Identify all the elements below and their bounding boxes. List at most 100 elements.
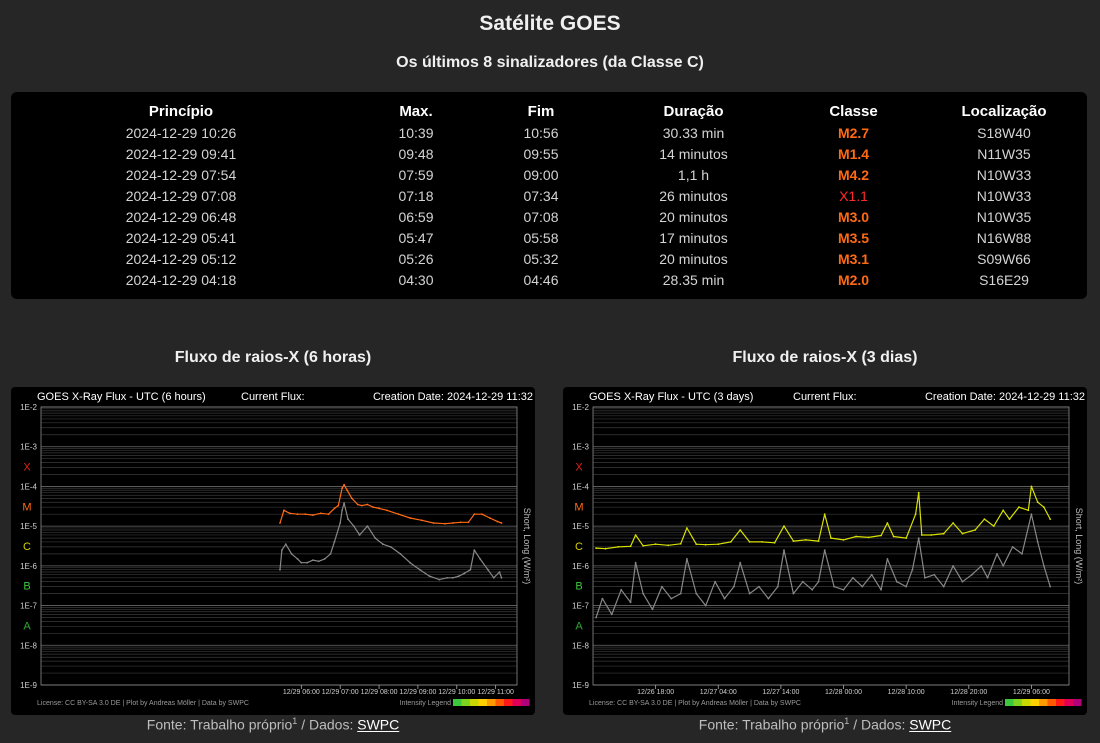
data-point-short bbox=[457, 575, 460, 578]
data-point-long bbox=[1008, 518, 1011, 520]
cell-max: 10:39 bbox=[398, 124, 434, 141]
intensity-legend-swatch bbox=[512, 699, 521, 706]
data-point-long bbox=[1018, 506, 1020, 509]
header-location: Localização bbox=[961, 103, 1047, 120]
cell-max: 06:59 bbox=[398, 208, 434, 225]
swpc-link[interactable]: SWPC bbox=[909, 716, 952, 733]
y-tick-label: 1E-4 bbox=[572, 482, 589, 491]
flare-table-header: Princípio Max. Fim Duração Classe Locali… bbox=[11, 101, 1087, 122]
data-point-long bbox=[892, 535, 895, 538]
data-point-short bbox=[801, 580, 804, 583]
data-point-short bbox=[886, 558, 889, 560]
data-point-long bbox=[823, 513, 826, 516]
data-point-short bbox=[389, 546, 392, 548]
data-point-long bbox=[337, 504, 340, 507]
data-point-long bbox=[942, 532, 945, 535]
cell-max: 09:48 bbox=[398, 145, 434, 162]
data-point-short bbox=[306, 561, 309, 564]
cell-end: 04:46 bbox=[523, 271, 559, 288]
creation-date: Creation Date: 2024-12-29 11:32 bbox=[925, 391, 1085, 403]
cell-class: M3.0 bbox=[837, 208, 870, 225]
table-row: 2024-12-29 05:41 05:47 05:58 17 minutos M3.5… bbox=[11, 227, 1087, 248]
data-point-short bbox=[783, 549, 785, 551]
y-tick-label: 1E-9 bbox=[572, 681, 589, 690]
data-point-short bbox=[980, 565, 983, 567]
data-point-long bbox=[288, 512, 291, 515]
cell-max: 05:47 bbox=[398, 229, 434, 246]
intensity-legend-swatch bbox=[487, 699, 496, 706]
data-point-short bbox=[366, 525, 369, 527]
intensity-legend-swatch bbox=[1013, 699, 1022, 706]
x-tick-label: 12/29 11:00 bbox=[477, 689, 514, 696]
data-point-short bbox=[1030, 513, 1033, 516]
flare-class-label: X bbox=[23, 462, 31, 474]
data-point-short bbox=[695, 592, 698, 595]
flare-class-label: M bbox=[574, 501, 583, 513]
footer-footnote: 1 bbox=[292, 716, 298, 726]
data-point-long bbox=[880, 534, 882, 537]
x-tick-label: 12/29 06:00 bbox=[283, 689, 320, 696]
data-point-short bbox=[352, 525, 355, 527]
intensity-legend-swatch bbox=[504, 699, 513, 706]
swpc-link[interactable]: SWPC bbox=[357, 716, 400, 733]
data-point-long bbox=[952, 522, 954, 524]
data-point-short bbox=[952, 565, 954, 567]
footer-source-text: Fonte: Trabalho próprio bbox=[698, 716, 845, 733]
current-flux-label: Current Flux: bbox=[241, 391, 305, 403]
data-point-short bbox=[905, 585, 908, 588]
data-point-short bbox=[500, 576, 503, 579]
data-point-short bbox=[279, 568, 281, 571]
footer-data-text: / Dados: bbox=[297, 716, 358, 733]
data-point-long bbox=[686, 527, 688, 529]
data-point-long bbox=[914, 513, 917, 516]
table-row: 2024-12-29 04:18 04:30 04:46 28.35 min M2.0 S… bbox=[11, 269, 1087, 290]
intensity-legend-swatch bbox=[1039, 699, 1048, 706]
data-point-long bbox=[432, 522, 435, 524]
data-point-short bbox=[438, 578, 441, 581]
data-point-short bbox=[924, 576, 926, 579]
data-point-long bbox=[695, 543, 698, 546]
intensity-legend-swatch bbox=[1022, 699, 1031, 706]
flare-class-label: C bbox=[23, 541, 31, 553]
data-point-long bbox=[385, 509, 388, 512]
cell-duration: 30.33 min bbox=[662, 124, 725, 141]
data-point-long bbox=[961, 532, 964, 535]
data-point-short bbox=[679, 592, 682, 595]
data-point-short bbox=[300, 561, 303, 564]
data-point-long bbox=[420, 519, 423, 522]
data-point-short bbox=[852, 576, 854, 579]
data-point-short bbox=[1043, 565, 1045, 567]
data-point-long bbox=[792, 540, 795, 542]
y-tick-label: 1E-7 bbox=[572, 602, 589, 611]
data-point-long bbox=[372, 506, 375, 509]
xray-flux-plot-6h: GOES X-Ray Flux - UTC (6 hours) Current F… bbox=[20, 391, 533, 707]
cell-location: N10W33 bbox=[976, 187, 1032, 204]
data-point-short bbox=[463, 572, 466, 575]
x-tick-label: 12/26 18:00 bbox=[637, 689, 674, 696]
intensity-legend-swatch bbox=[1064, 699, 1073, 706]
data-point-short bbox=[1002, 565, 1005, 567]
cell-start: 2024-12-29 07:08 bbox=[125, 187, 237, 204]
footer-source-text: Fonte: Trabalho próprio bbox=[146, 716, 293, 733]
data-point-short bbox=[341, 509, 343, 512]
data-point-long bbox=[983, 518, 986, 520]
data-point-long bbox=[467, 521, 470, 524]
license-text: License: CC BY-SA 3.0 DE | Plot by Andre… bbox=[589, 700, 801, 707]
data-point-long bbox=[920, 534, 923, 536]
data-point-short bbox=[817, 580, 820, 583]
data-point-long bbox=[333, 507, 336, 510]
page-subtitle: Os últimos 8 sinalizadores (da Classe C) bbox=[396, 54, 704, 71]
data-point-short bbox=[601, 597, 604, 600]
x-tick-label: 12/27 14:00 bbox=[762, 689, 799, 696]
data-point-long bbox=[773, 541, 776, 544]
flare-class-label: C bbox=[575, 541, 583, 553]
data-point-short bbox=[942, 585, 945, 588]
header-start: Princípio bbox=[148, 103, 214, 120]
cell-end: 05:58 bbox=[523, 229, 559, 246]
data-point-long bbox=[805, 539, 807, 541]
data-point-short bbox=[452, 576, 454, 579]
data-point-short bbox=[428, 575, 431, 578]
cell-start: 2024-12-29 05:41 bbox=[125, 229, 237, 246]
y-tick-label: 1E-8 bbox=[20, 641, 37, 650]
data-point-long bbox=[642, 544, 644, 547]
